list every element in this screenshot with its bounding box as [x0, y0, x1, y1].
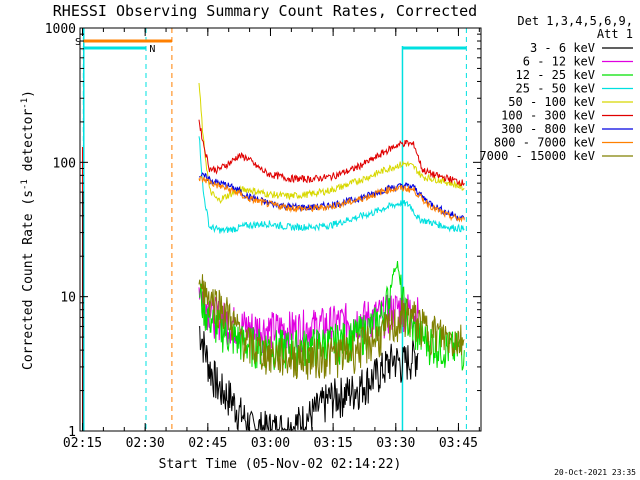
legend-label-1: 6 - 12 keV — [523, 55, 595, 69]
series-line-0 — [198, 326, 419, 432]
x-tick-label: 02:45 — [188, 436, 227, 451]
plot-frame — [79, 27, 482, 432]
event-markers: SN — [75, 28, 467, 431]
legend-header-2: Att 1 — [597, 27, 633, 41]
x-tick-label: 03:30 — [376, 436, 415, 451]
legend-label-0: 3 - 6 keV — [530, 41, 595, 55]
y-tick-label: 1000 — [45, 22, 76, 37]
x-axis: 02:15 02:30 02:45 03:00 03:15 03:30 03:45 — [63, 28, 480, 451]
series-line-2 — [198, 261, 465, 372]
series-line-4 — [198, 82, 465, 204]
legend-label-2: 12 - 25 keV — [516, 68, 595, 82]
series-line-5 — [198, 119, 465, 187]
x-tick-label: 03:45 — [439, 436, 478, 451]
y-tick-label: 100 — [53, 156, 76, 171]
chart-title: RHESSI Observing Summary Count Rates, Co… — [53, 2, 477, 20]
saa-flag-label: S — [75, 37, 81, 48]
x-axis-label: Start Time (05-Nov-02 02:14:22) — [159, 457, 402, 472]
x-tick-label: 03:15 — [314, 436, 353, 451]
series-line-8 — [198, 274, 465, 380]
y-axis-label: Corrected Count Rate (s-1 detector-1) — [20, 90, 36, 370]
y-label-sup2: -1 — [20, 98, 30, 109]
legend-label-3: 25 - 50 keV — [516, 82, 595, 96]
x-tick-label: 02:30 — [126, 436, 165, 451]
x-tick-label: 03:00 — [251, 436, 290, 451]
series-line-3 — [198, 136, 465, 234]
footer-date: 20-Oct-2021 23:35 — [554, 468, 636, 477]
night-flag-label: N — [149, 44, 155, 55]
y-label-part3: ) — [21, 90, 36, 98]
y-tick-label: 1 — [68, 425, 76, 440]
legend-label-8: 7000 - 15000 keV — [479, 149, 595, 163]
y-tick-label: 10 — [60, 291, 76, 306]
y-label-part1: Corrected Count Rate (s — [21, 190, 36, 370]
y-label-sup1: -1 — [20, 179, 30, 190]
x-tick-label: 02:15 — [63, 436, 102, 451]
legend-header-1: Det 1,3,4,5,6,9, — [517, 14, 633, 28]
legend-label-6: 300 - 800 keV — [501, 122, 595, 136]
y-label-part2: detector — [21, 109, 36, 180]
data-series — [82, 82, 465, 432]
legend-label-4: 50 - 100 keV — [508, 95, 595, 109]
y-axis: 1 10 100 1000 — [45, 22, 481, 440]
legend-label-5: 100 - 300 keV — [501, 109, 595, 123]
series-line-7 — [198, 175, 465, 223]
legend-label-7: 800 - 7000 keV — [494, 136, 595, 150]
